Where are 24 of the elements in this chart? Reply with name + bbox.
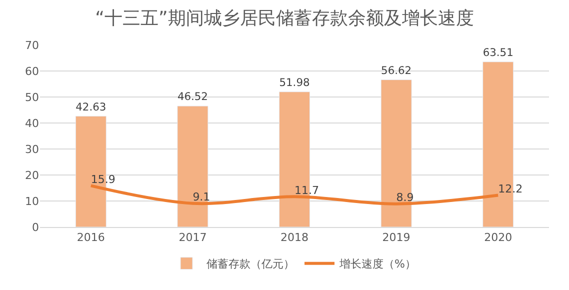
legend-label: 储蓄存款（亿元）: [206, 258, 294, 271]
y-tick-label: 30: [25, 142, 39, 156]
bar: [380, 80, 412, 227]
data-label: 56.62: [381, 64, 412, 77]
y-tick-label: 70: [25, 38, 39, 52]
x-tick-label: 2019: [382, 231, 410, 244]
x-tick-label: 2018: [280, 231, 308, 244]
bar: [177, 106, 208, 227]
data-label: 51.98: [279, 76, 310, 89]
y-tick-label: 40: [25, 116, 39, 130]
y-tick-label: 50: [25, 90, 39, 104]
chart-title: “十三五”期间城乡居民储蓄存款余额及增长速度: [95, 8, 474, 30]
y-tick-label: 20: [25, 168, 39, 182]
data-label: 42.63: [76, 100, 106, 114]
data-label: 46.52: [177, 90, 208, 104]
x-tick-label: 2020: [484, 231, 512, 244]
x-tick-label: 2016: [76, 231, 105, 244]
data-label: 63.51: [482, 46, 514, 59]
y-tick-label: 60: [25, 64, 39, 78]
x-tick-label: 2017: [178, 231, 207, 244]
y-tick-label: 10: [25, 194, 39, 208]
line-series: [89, 184, 500, 206]
y-tick-label: 0: [32, 220, 39, 234]
legend-label: 增长速度（%）: [338, 258, 416, 271]
